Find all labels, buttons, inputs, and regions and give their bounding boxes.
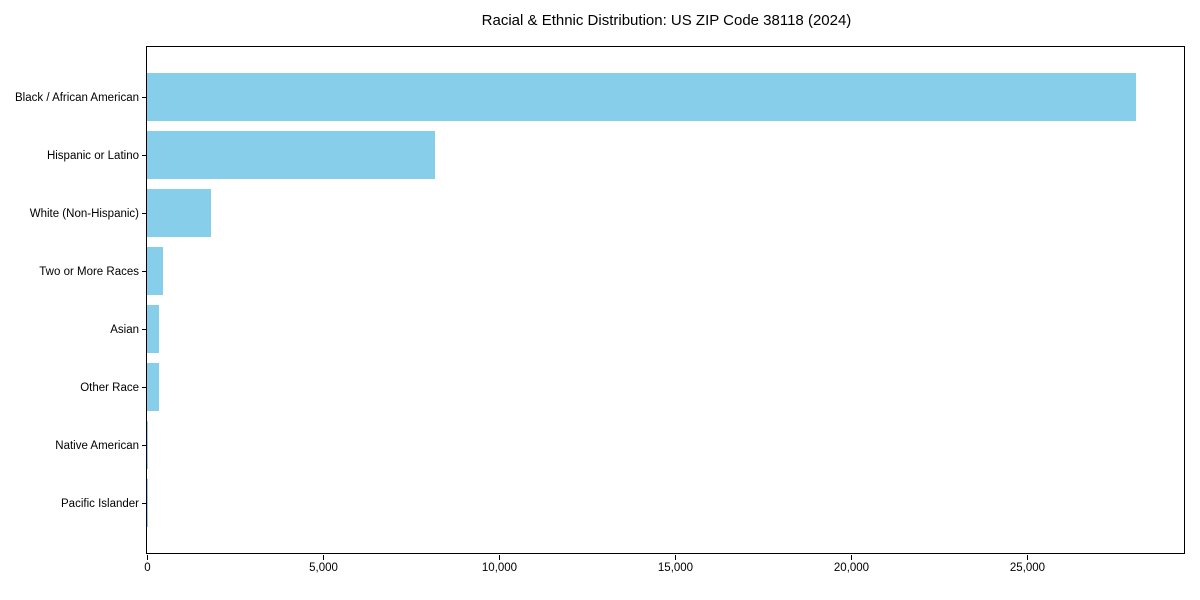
bar-white-non-hispanic (147, 189, 212, 237)
y-axis-tick (141, 154, 146, 157)
x-axis-tick-label: 0 (144, 562, 151, 574)
y-axis-tick (141, 328, 146, 331)
x-axis-tick (850, 555, 853, 560)
y-axis-label: Pacific Islander (61, 497, 139, 510)
y-axis-label: Two or More Races (39, 265, 139, 278)
x-axis-tick (146, 555, 149, 560)
x-axis-tick (498, 555, 501, 560)
y-axis-label: Other Race (80, 381, 139, 394)
bar-pacific-islander (147, 479, 148, 527)
y-axis-label: Black / African American (15, 91, 139, 104)
bar-asian (147, 305, 159, 353)
x-axis-tick (674, 555, 677, 560)
y-axis-tick (141, 386, 146, 389)
y-axis-tick (141, 270, 146, 273)
x-axis-tick (1026, 555, 1029, 560)
y-axis-label: Native American (55, 439, 139, 452)
x-axis-tick (322, 555, 325, 560)
x-axis-tick-label: 10,000 (481, 562, 518, 574)
x-axis-tick-label: 25,000 (1009, 562, 1046, 574)
bar-black-african-american (147, 73, 1137, 121)
y-axis-tick (141, 96, 146, 99)
y-axis-label: Asian (110, 323, 139, 336)
y-axis-label: Hispanic or Latino (46, 149, 139, 162)
x-axis-tick-label: 5,000 (309, 562, 338, 574)
y-axis-label: White (Non-Hispanic) (29, 207, 139, 220)
plot-area (146, 46, 1185, 554)
chart-title: Racial & Ethnic Distribution: US ZIP Cod… (481, 12, 852, 29)
bar-other-race (147, 363, 160, 411)
y-axis-tick (141, 502, 146, 505)
bar-two-or-more-races (147, 247, 164, 295)
y-axis-tick (141, 212, 146, 215)
y-axis-tick (141, 444, 146, 447)
x-axis-tick-label: 15,000 (657, 562, 694, 574)
bar-hispanic-or-latino (147, 131, 436, 179)
bar-native-american (147, 421, 149, 469)
x-axis-tick-label: 20,000 (833, 562, 870, 574)
